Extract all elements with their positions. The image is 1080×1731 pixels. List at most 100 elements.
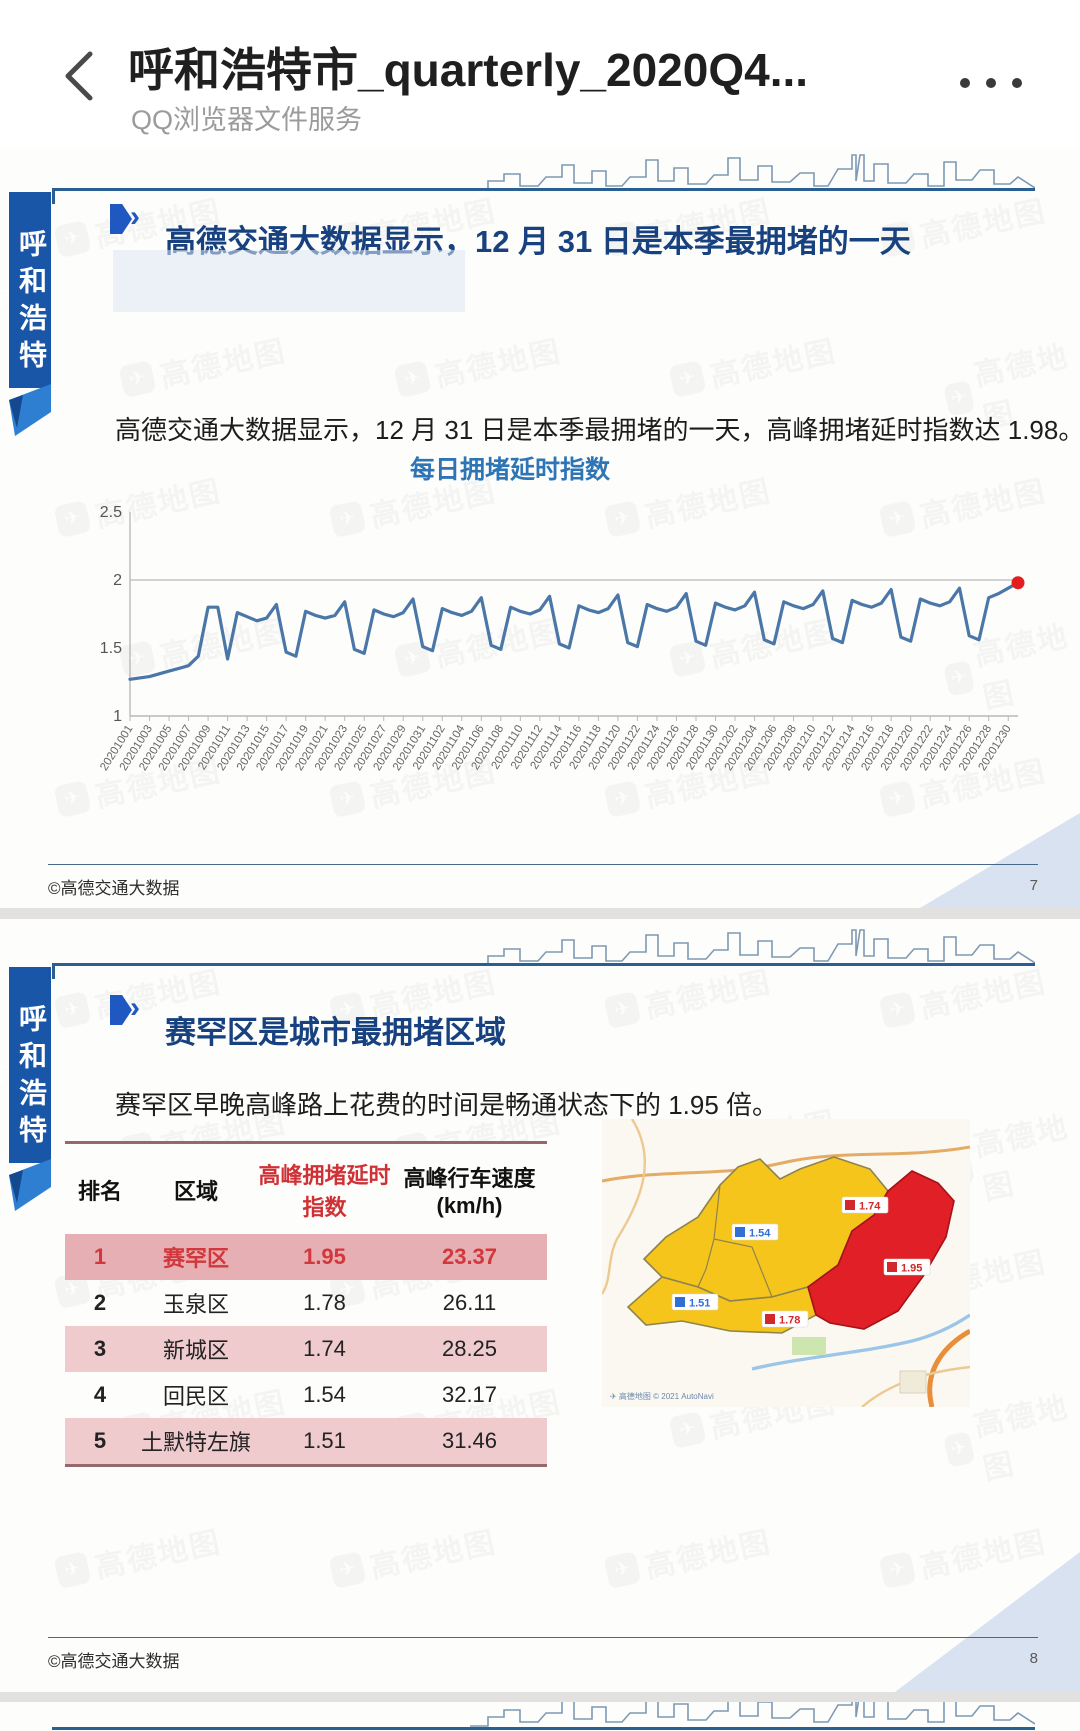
daily-congestion-chart: 2.521.5120201001202010032020100520201007… [98,504,1025,773]
table-cell: 赛罕区 [135,1234,257,1280]
table-cell: 31.46 [392,1418,547,1466]
table-cell: 5 [65,1418,135,1466]
paper-plane-icon: ✈ [668,360,707,399]
page-number: 7 [1029,877,1038,894]
table-cell: 2 [93,1290,107,1315]
paper-plane-icon: ✈ [53,991,92,1030]
city-skyline-icon [470,929,1035,966]
table-cell: 1 [65,1234,135,1280]
svg-text:2.5: 2.5 [100,504,122,521]
paper-plane-icon: ✈ [53,500,92,539]
summary-text: 高德交通大数据显示，12 月 31 日是本季最拥堵的一天，高峰拥堵延时指数达 1… [115,415,1080,445]
svg-text:1: 1 [113,708,122,725]
amap-watermark: ✈高德地图 [602,1517,774,1595]
chevron-left-icon [65,51,93,101]
divider-tick [52,188,55,204]
table-row: 4 回民区 1.54 32.17 [65,1372,547,1418]
district-congestion-map: 1.74 1.54 1.95 1.51 1.78 ✈ 高德地图 © 2021 AutoNa… [602,1119,970,1407]
amap-watermark: ✈高德地图 [117,326,289,404]
divider-line [52,963,1035,966]
paper-plane-icon: ✈ [53,220,92,259]
table-cell: 玉泉区 [162,1292,229,1317]
svg-text:2: 2 [113,572,122,589]
map-value-chip: 1.95 [883,1258,931,1276]
table-cell: 23.37 [392,1234,547,1280]
table-cell: 1.78 [303,1290,346,1315]
more-menu-button[interactable] [960,78,1022,88]
paper-plane-icon: ✈ [53,1551,92,1590]
city-ribbon-tab: 呼和浩特市 [0,192,51,388]
footer-rule [48,1637,1038,1638]
amap-watermark: ✈高德地图 [667,326,839,404]
document-source: QQ浏览器文件服务 [131,105,363,135]
peak-day-point [1011,576,1025,590]
appbar: 呼和浩特市_quarterly_2020Q4... QQ浏览器文件服务 [0,0,1080,148]
amap-watermark: ✈高德地图 [602,957,774,1035]
svg-text:1.54: 1.54 [749,1228,771,1240]
ribbon-fold [9,1159,51,1211]
slide-page-9-peek [0,1702,1080,1731]
table-cell: 新城区 [135,1326,257,1372]
table-cell: 回民区 [162,1384,229,1409]
map-value-chip: 1.51 [671,1293,719,1311]
table-cell: 4 [93,1382,107,1407]
corner-decoration [920,813,1080,908]
table-cell: 1.51 [257,1418,392,1466]
svg-text:1.5: 1.5 [100,640,122,657]
table-cell: 28.25 [392,1326,547,1372]
paper-plane-icon: ✈ [668,1411,707,1450]
section-arrow-icon: › [110,200,140,236]
amap-watermark: ✈高德地图 [327,1517,499,1595]
section-arrow-icon: › [110,991,140,1027]
amap-watermark: ✈高德地图 [392,326,564,404]
table-row: 5 土默特左旗 1.51 31.46 [65,1418,547,1466]
section-title: 赛罕区是城市最拥堵区域 [165,1014,506,1050]
back-button[interactable] [58,48,102,104]
title-highlight-box [113,250,465,312]
table-cell: 1.95 [257,1234,392,1280]
divider-line [52,188,1035,191]
svg-text:1.74: 1.74 [859,1201,881,1213]
table-header-cell: 高峰拥堵延时指数 [257,1142,392,1234]
table-header-row: 排名 区域 高峰拥堵延时指数 高峰行车速度(km/h) [65,1142,547,1234]
district-ranking-table: 排名 区域 高峰拥堵延时指数 高峰行车速度(km/h) 1 赛罕区 1.95 23.37 2 玉… [65,1141,547,1467]
city-skyline-icon [470,1702,1035,1727]
paper-plane-icon: ✈ [603,1551,642,1590]
table-cell: 1.74 [257,1326,392,1372]
svg-text:1.95: 1.95 [901,1263,922,1275]
amap-watermark: ✈高德地图 [877,957,1049,1035]
table-cell: 26.11 [442,1290,497,1315]
map-value-chip: 1.78 [761,1310,809,1328]
paper-plane-icon: ✈ [53,780,92,819]
svg-text:1.51: 1.51 [689,1298,710,1310]
divider-line [52,1727,1035,1730]
table-row: 1 赛罕区 1.95 23.37 [65,1234,547,1280]
corner-decoration [895,1552,1080,1692]
table-header-cell: 高峰行车速度(km/h) [392,1142,547,1234]
page-gap [0,908,1080,919]
table-cell: 1.54 [303,1382,346,1407]
slide-page-8: ✈高德地图✈高德地图✈高德地图✈高德地图✈高德地图✈高德地图✈高德地图✈高德地图… [0,919,1080,1692]
map-value-chip: 1.74 [841,1196,889,1214]
map-value-chip: 1.54 [731,1223,779,1241]
table-cell: 土默特左旗 [135,1418,257,1466]
city-skyline-icon [470,154,1035,191]
table-row: 2 玉泉区 1.78 26.11 [65,1280,547,1326]
table-header-cell: 区域 [135,1142,257,1234]
ribbon-fold [9,384,51,436]
table-cell: 3 [65,1326,135,1372]
paper-plane-icon: ✈ [393,360,432,399]
document-title: 呼和浩特市_quarterly_2020Q4... [128,44,809,96]
city-ribbon-tab: 呼和浩特市 [0,967,51,1163]
page-number: 8 [1029,1650,1038,1667]
svg-text:1.78: 1.78 [779,1315,800,1327]
footer-copyright: ©高德交通大数据 [48,1652,180,1671]
paper-plane-icon: ✈ [118,360,157,399]
table-header-cell: 排名 [65,1142,135,1234]
divider-tick [52,963,55,979]
slide-page-7: ✈ 高德地图 ✈ 高德地图 ✈ 高德地图 ✈ 高德地图 ✈ 高德地图 ✈ 高德地图 ✈ 高德地图 ✈ 高德地图… [0,148,1080,908]
footer-copyright: ©高德交通大数据 [48,879,180,898]
amap-watermark: ✈高德地图 [52,1517,224,1595]
page-gap [0,1692,1080,1702]
table-row: 3 新城区 1.74 28.25 [65,1326,547,1372]
